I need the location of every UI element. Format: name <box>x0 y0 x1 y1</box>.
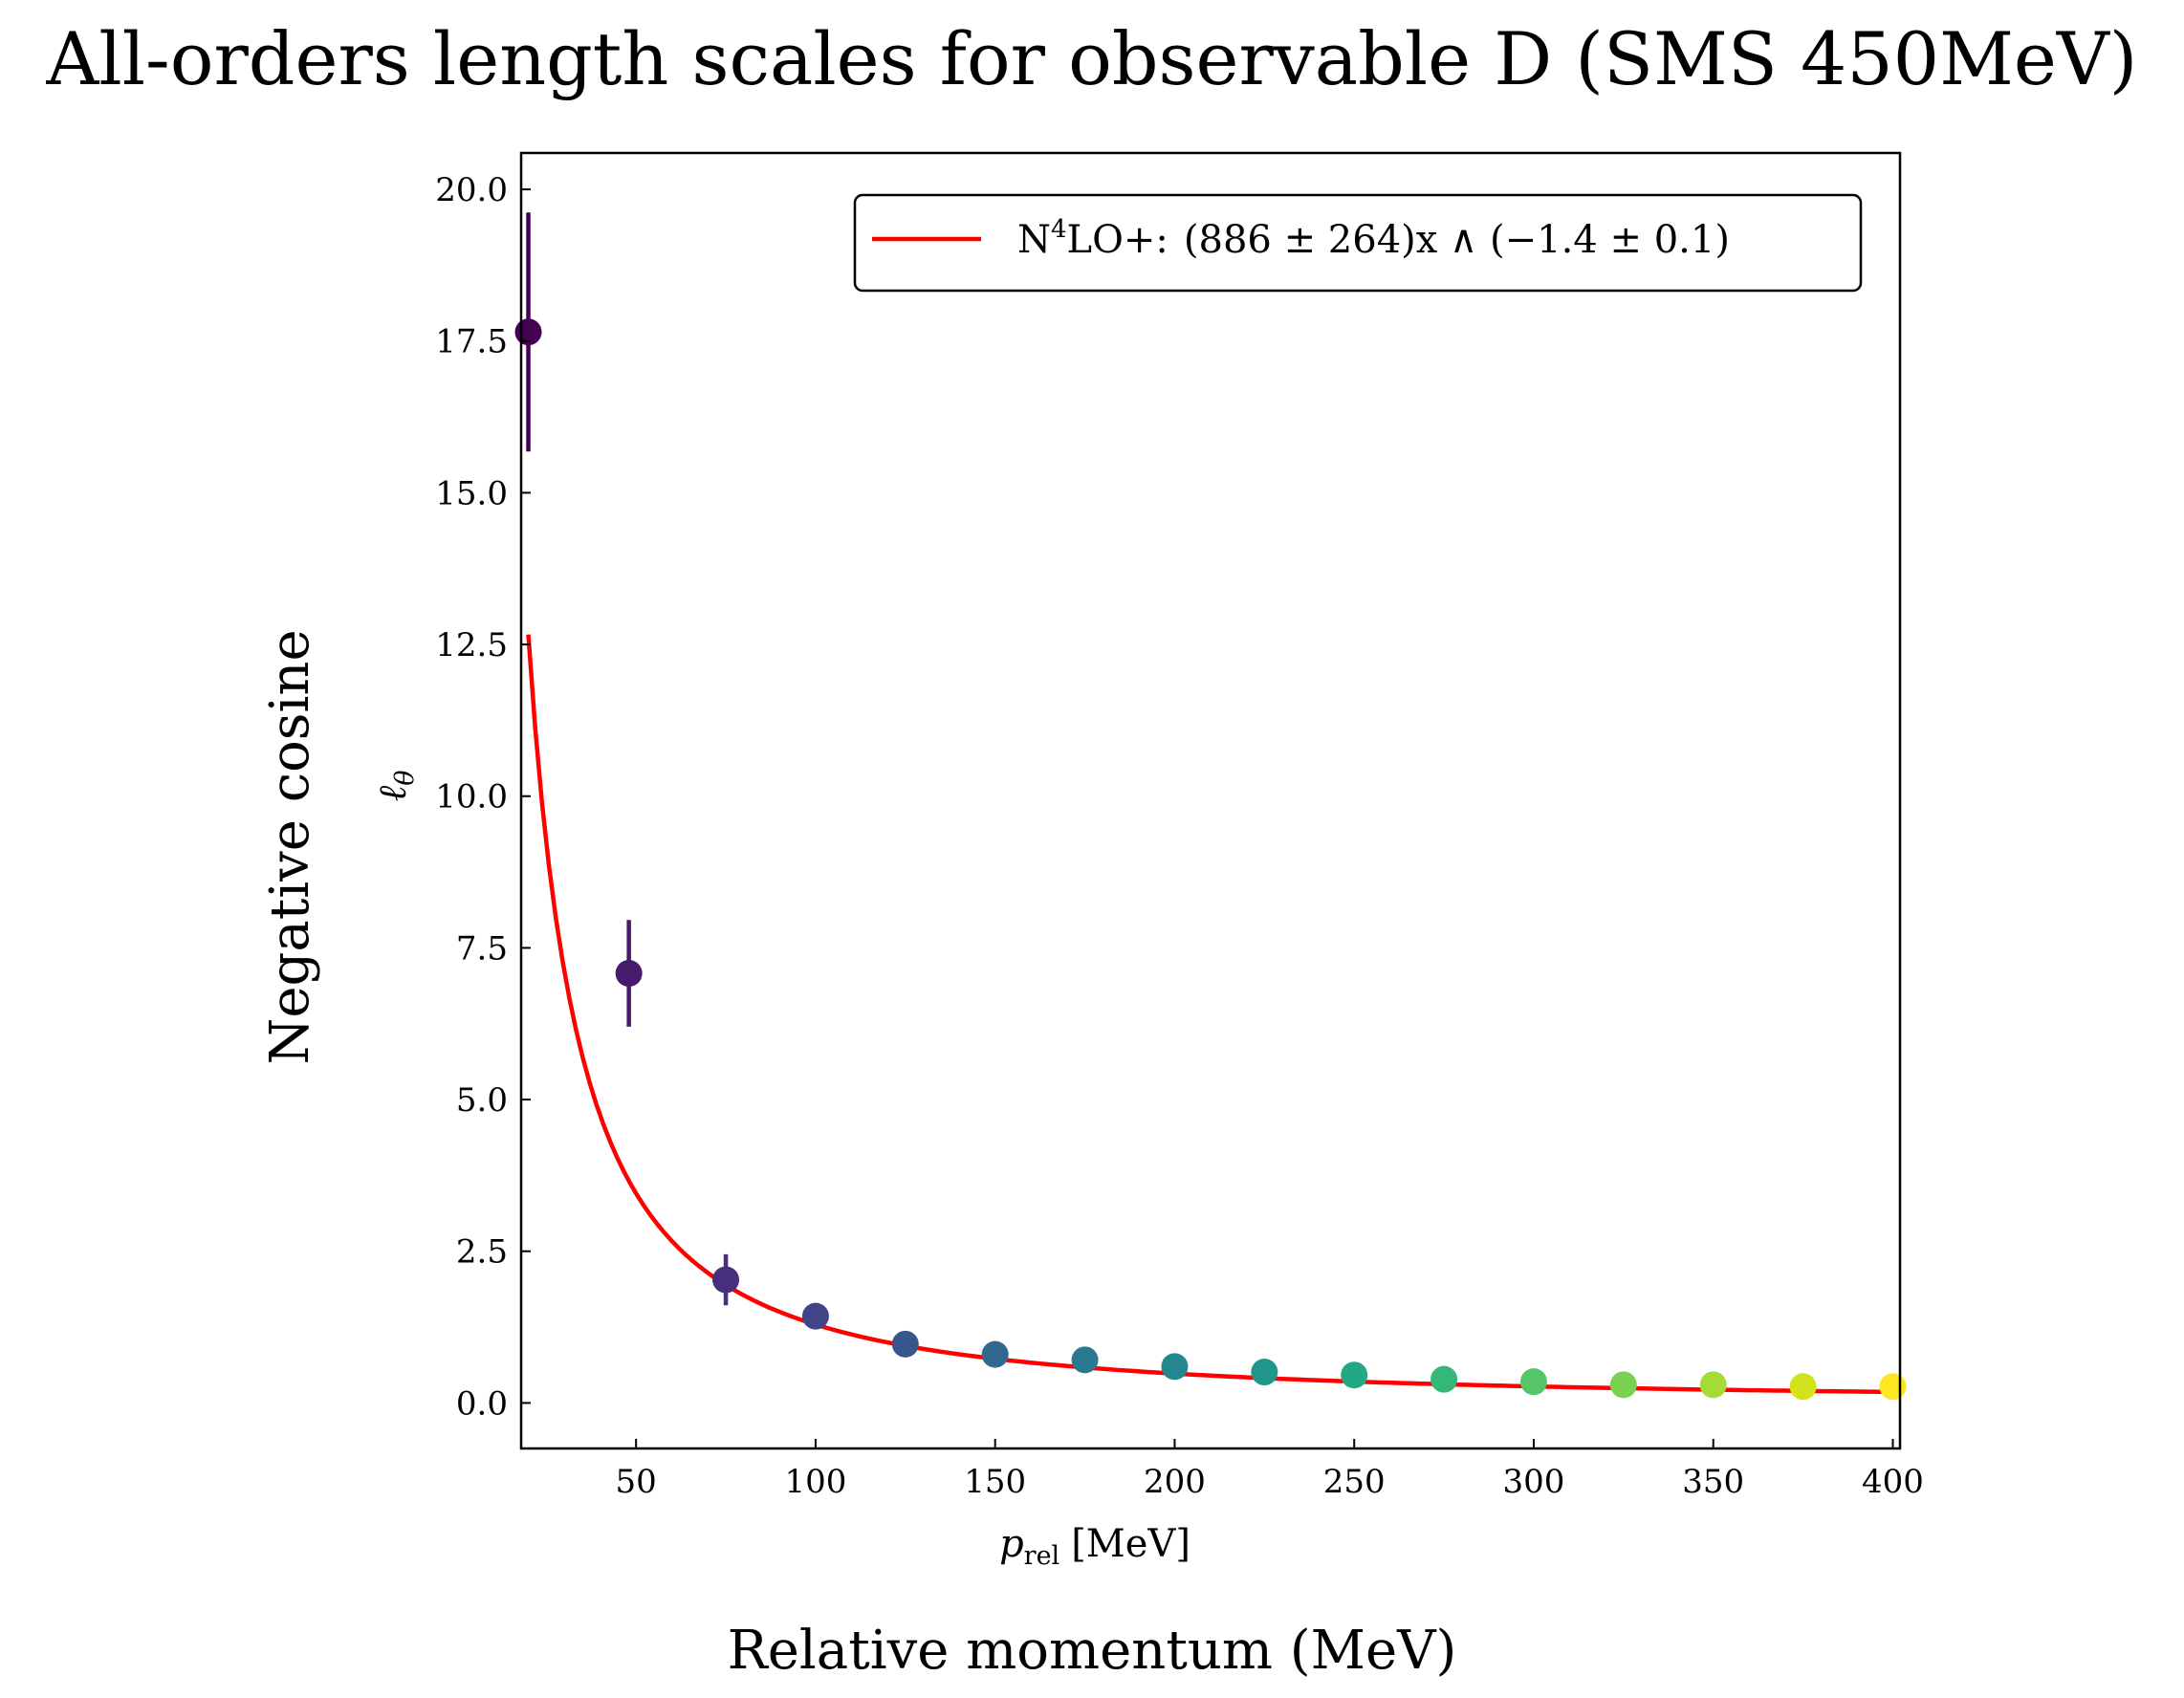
data-point <box>891 1330 919 1358</box>
y-axis-label: ℓθ <box>371 771 420 802</box>
data-point <box>1161 1353 1189 1381</box>
y-tick-label: 2.5 <box>456 1233 508 1272</box>
x-tick-label: 150 <box>964 1463 1026 1501</box>
legend-label-suffix: LO+: <box>1067 218 1168 262</box>
x-tick-label: 100 <box>784 1463 846 1501</box>
x-tick-label: 50 <box>616 1463 657 1501</box>
y-tick-label: 20.0 <box>435 171 508 209</box>
x-tick-label: 200 <box>1144 1463 1206 1501</box>
x-tick-label: 350 <box>1682 1463 1744 1501</box>
legend-label-prefix: N <box>1017 218 1051 262</box>
y-tick-label: 15.0 <box>435 474 508 512</box>
x-tick-label: 250 <box>1323 1463 1386 1501</box>
legend: N4LO+: (886 ± 264)x ∧ (−1.4 ± 0.1) <box>853 193 1863 293</box>
data-point <box>1519 1368 1547 1396</box>
x-tick-label: 400 <box>1862 1463 1924 1501</box>
data-point <box>1071 1346 1099 1374</box>
legend-label: N4LO+: (886 ± 264)x ∧ (−1.4 ± 0.1) <box>1017 215 1730 262</box>
x-axis-label-sub: rel <box>1024 1541 1060 1571</box>
x-axis-ticks: 50 100 150 200 250 300 350 400 <box>616 1439 1924 1501</box>
y-tick-label: 7.5 <box>456 929 508 968</box>
y-axis-ticks: 0.0 2.5 5.0 7.5 10.0 12.5 15.0 17.5 20.0 <box>435 171 531 1423</box>
legend-label-sup: 4 <box>1051 215 1067 244</box>
data-point <box>1879 1373 1907 1401</box>
points-layer <box>514 212 1907 1401</box>
data-point <box>712 1266 740 1294</box>
figure-x-label: Relative momentum (MeV) <box>728 1620 1457 1682</box>
x-axis-label-unit: [MeV] <box>1071 1522 1190 1566</box>
y-tick-label: 5.0 <box>456 1081 508 1120</box>
data-point <box>1251 1359 1278 1386</box>
x-tick-label: 300 <box>1503 1463 1565 1501</box>
y-axis-label-sub: θ <box>390 771 420 786</box>
y-tick-label: 10.0 <box>435 778 508 816</box>
fit-layer <box>526 634 1893 1395</box>
data-point <box>1431 1365 1458 1393</box>
legend-box <box>853 193 1863 293</box>
y-tick-label: 17.5 <box>435 323 508 361</box>
data-point <box>1609 1371 1637 1399</box>
data-point <box>801 1302 829 1330</box>
chart-title: All-orders length scales for observable … <box>46 16 2138 101</box>
figure-y-label: Negative cosine <box>259 629 321 1064</box>
x-axis-label: prel [MeV] <box>999 1522 1190 1571</box>
plot-area: 50 100 150 200 250 300 350 400 0.0 2.5 5.0 7.5 10.0… <box>435 151 1924 1501</box>
data-point <box>1341 1361 1368 1389</box>
legend-formula: (886 ± 264)x ∧ (−1.4 ± 0.1) <box>1184 218 1730 262</box>
y-axis-label-main: ℓ <box>371 785 415 801</box>
y-tick-label: 0.0 <box>456 1384 508 1423</box>
data-point <box>615 960 643 988</box>
data-point <box>1789 1373 1817 1401</box>
data-point <box>981 1340 1009 1368</box>
y-tick-label: 12.5 <box>435 626 508 664</box>
fit-curve <box>526 634 1893 1395</box>
data-point <box>1699 1371 1727 1399</box>
x-axis-label-main: p <box>999 1522 1024 1566</box>
plot-frame <box>519 151 1902 1450</box>
